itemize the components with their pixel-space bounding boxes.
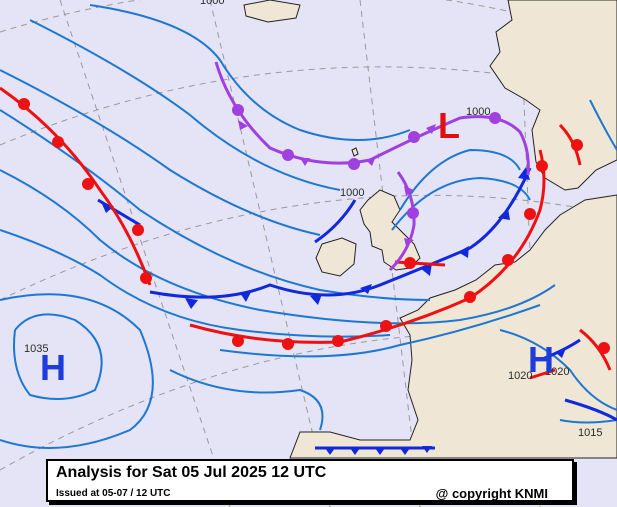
warm-front-bumps xyxy=(18,98,610,354)
cold-front-triangles xyxy=(102,167,566,455)
issued-time: Issued at 05-07 / 12 UTC xyxy=(56,488,171,499)
isobars xyxy=(0,4,617,449)
high-pressure-marker: H xyxy=(40,347,66,388)
warm-front-britain xyxy=(394,260,446,267)
warm-front-italy xyxy=(579,328,612,371)
occluded-front-main xyxy=(214,61,530,176)
warm-front-atlantic xyxy=(0,86,152,286)
high-pressure-marker: H xyxy=(528,339,554,380)
cold-front-atlantic xyxy=(149,167,532,299)
occluded-fronts xyxy=(214,61,530,272)
title-box: Analysis for Sat 05 Jul 2025 12 UTC Issu… xyxy=(46,459,574,502)
isobar-label: 1015 xyxy=(578,427,602,439)
cold-front-iceland xyxy=(97,198,141,227)
occluded-front-symbols xyxy=(232,104,501,246)
copyright-notice: @ copyright KNMI xyxy=(435,486,548,501)
isobar-label: 1020 xyxy=(545,366,569,378)
cold-front-britain xyxy=(314,199,357,244)
isobar-label: 1035 xyxy=(24,343,48,355)
low-pressure-value: 1000 xyxy=(466,106,490,118)
isobar-labels: 1000 1000 1035 1020 1020 1015 xyxy=(24,0,602,439)
isobar-label: 1000 xyxy=(340,187,364,199)
pressure-centers: H L 1000 H xyxy=(40,105,554,388)
map-title: Analysis for Sat 05 Jul 2025 12 UTC xyxy=(56,464,327,481)
warm-front-main xyxy=(189,149,546,344)
ireland xyxy=(315,237,357,277)
isobar-label: 1000 xyxy=(200,0,224,7)
isobar-label: 1020 xyxy=(508,370,532,382)
warm-front-alps xyxy=(529,368,556,380)
low-pressure-marker: L xyxy=(438,105,460,146)
scandinavia xyxy=(489,0,617,191)
continental-europe xyxy=(289,194,617,459)
occluded-front-britain xyxy=(388,171,416,272)
iceland xyxy=(243,0,301,23)
cold-front-italy xyxy=(564,398,617,422)
faroe-islands xyxy=(351,147,359,157)
